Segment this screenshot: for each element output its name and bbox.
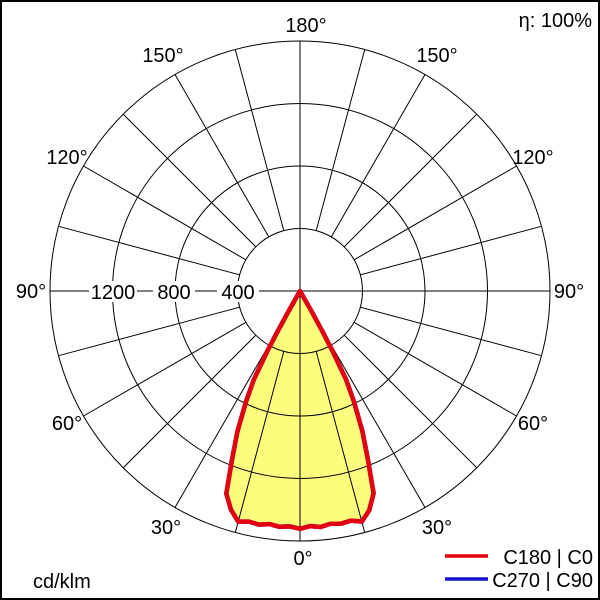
radial-label-backdrop — [89, 281, 137, 302]
angle-label-120-left: 120° — [46, 147, 87, 169]
angle-label-120-right: 120° — [512, 147, 553, 169]
polar-grid-layer — [49, 40, 551, 542]
grid-spoke — [58, 306, 240, 357]
legend-label-c270-c90: C270 | C90 — [492, 570, 593, 592]
grid-spoke — [122, 113, 257, 248]
grid-spoke — [83, 321, 247, 417]
grid-spoke — [83, 165, 247, 261]
angle-label-60-right: 60° — [518, 413, 548, 435]
angle-label-60-left: 60° — [52, 413, 82, 435]
labels-layer: 1200 800 400 180° 150° 150° 120° 120° 90… — [16, 10, 593, 593]
grid-spoke — [360, 225, 542, 276]
grid-spoke — [330, 74, 426, 238]
angle-label-30-left: 30° — [151, 517, 181, 539]
curve-c180-c0 — [224, 288, 376, 532]
grid-spoke — [343, 334, 478, 469]
grid-spoke — [315, 351, 366, 533]
radial-label-backdrop — [217, 281, 259, 302]
angle-label-150-left: 150° — [142, 45, 183, 67]
radial-label-400: 400 — [221, 282, 254, 304]
curves-layer — [224, 288, 376, 532]
grid-spoke — [353, 165, 517, 261]
angle-label-0: 0° — [293, 548, 312, 570]
radial-label-1200: 1200 — [91, 282, 136, 304]
angle-label-90-left: 90° — [16, 281, 46, 303]
legend-label-c180-c0: C180 | C0 — [503, 547, 593, 569]
grid-spoke — [330, 344, 426, 508]
grid-spoke — [343, 113, 478, 248]
legend: C180 | C0 C270 | C90 — [445, 547, 593, 592]
efficiency-label: η: 100% — [519, 10, 593, 32]
unit-label: cd/klm — [33, 571, 91, 593]
grid-spoke — [353, 321, 517, 417]
angle-label-180: 180° — [285, 15, 326, 37]
grid-spoke — [174, 74, 270, 238]
angle-label-30-right: 30° — [422, 517, 452, 539]
grid-spoke — [360, 306, 542, 357]
grid-spoke — [315, 49, 366, 231]
grid-spoke — [234, 49, 285, 231]
radial-label-800: 800 — [157, 282, 190, 304]
radial-label-backdrop — [153, 281, 195, 302]
grid-spoke — [174, 344, 270, 508]
grid-spoke — [234, 351, 285, 533]
grid-spoke — [58, 225, 240, 276]
angle-label-90-right: 90° — [554, 281, 584, 303]
angle-label-150-right: 150° — [416, 45, 457, 67]
grid-spoke — [122, 334, 257, 469]
